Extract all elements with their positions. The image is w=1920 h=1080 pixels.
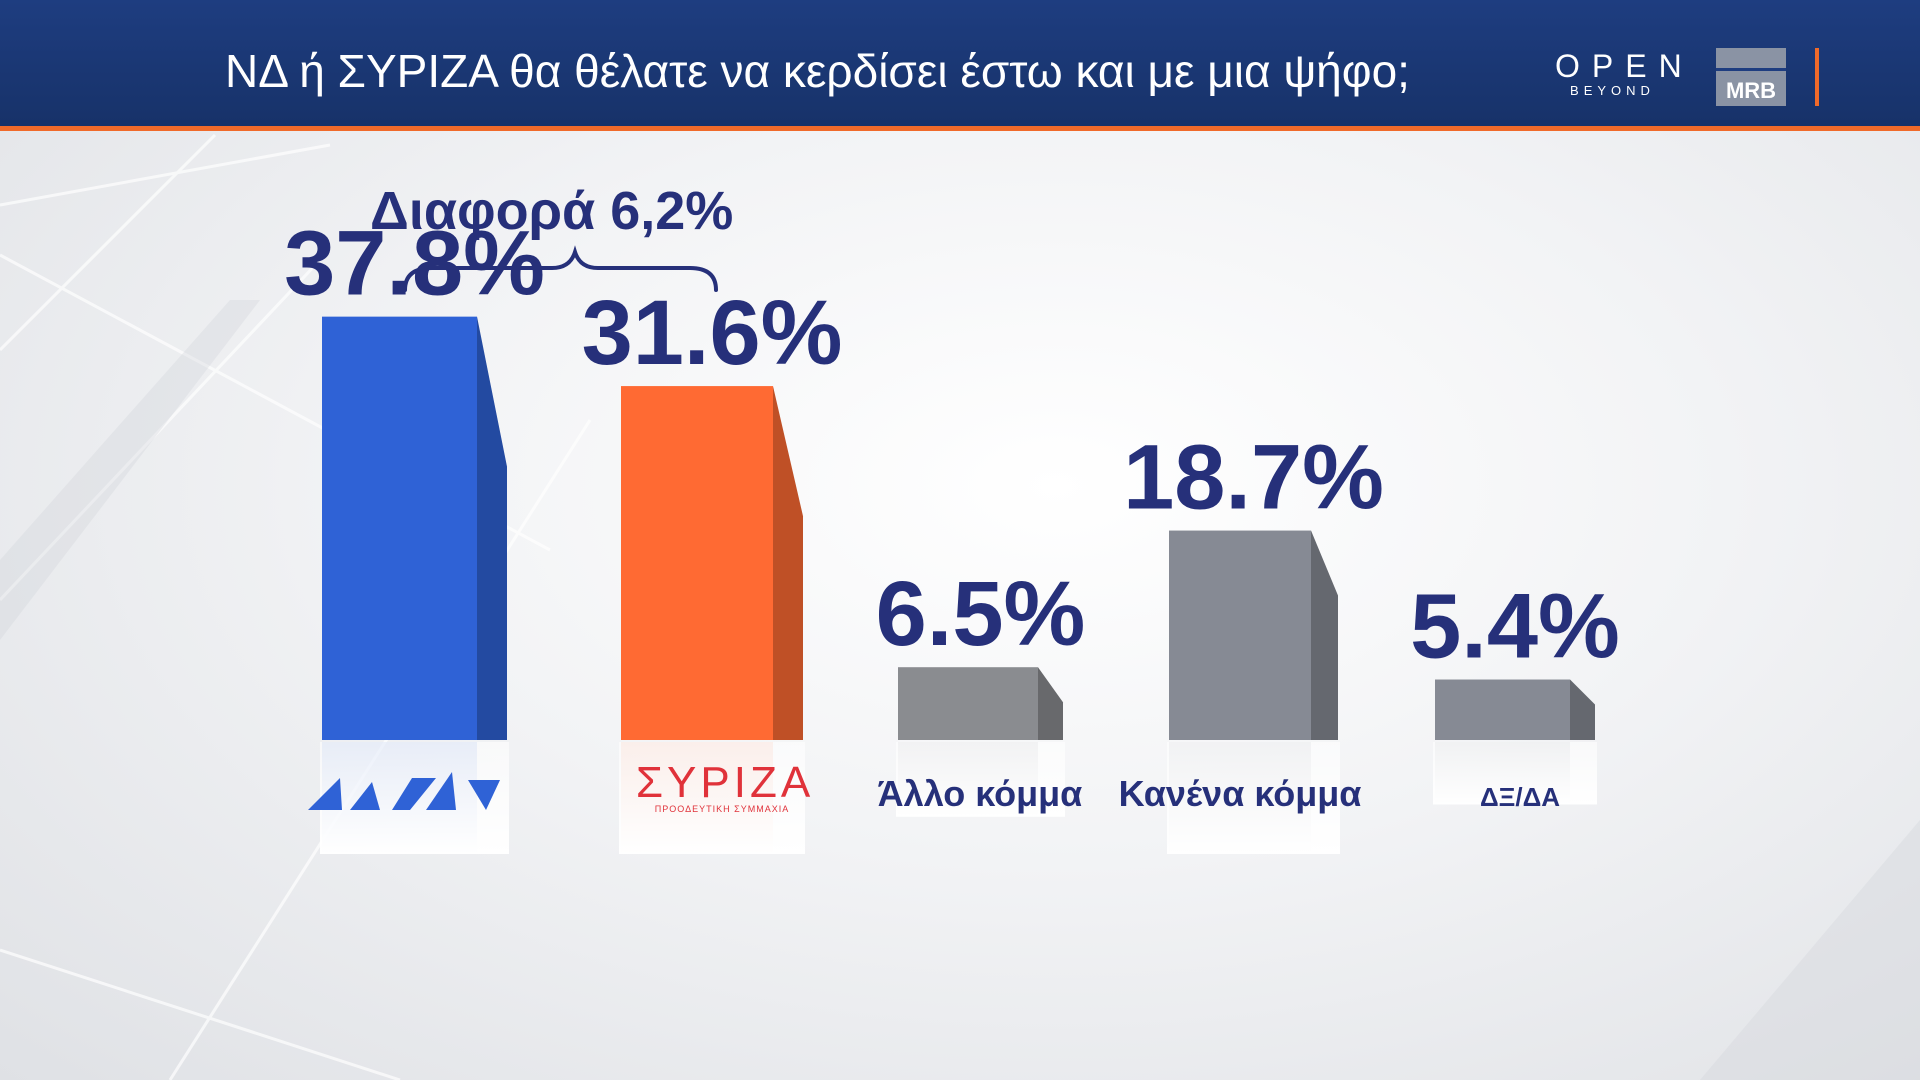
open-beyond-logo: OPEN BEYOND — [1543, 48, 1694, 100]
data-label: 6.5% — [876, 563, 1086, 665]
bar-side — [1311, 530, 1338, 740]
beyond-logo-text: BEYOND — [1570, 83, 1655, 98]
reflection-fade — [619, 742, 805, 854]
bar-group: 18.7% Κανένα κόμμα — [1119, 427, 1384, 854]
nd-logo-shape — [426, 772, 456, 810]
category-label: ΔΞ/ΔΑ — [1480, 782, 1560, 812]
bar — [898, 667, 1038, 740]
category-label: Κανένα κόμμα — [1119, 773, 1362, 814]
header-bar: ΝΔ ή ΣΥΡΙΖΑ θα θέλατε να κερδίσει έστω κ… — [0, 0, 1920, 131]
reflection-fade — [1167, 742, 1340, 854]
nd-logo-shape — [468, 780, 500, 810]
bar — [1169, 530, 1311, 740]
bar — [1435, 679, 1570, 740]
bar-side — [1570, 679, 1595, 740]
bar-side — [773, 386, 803, 740]
reflection-fade — [896, 742, 1065, 817]
reflection-fade — [1433, 742, 1597, 805]
bar-group: 31.6% — [582, 282, 843, 854]
data-label: 18.7% — [1123, 427, 1384, 529]
bar-side — [477, 316, 507, 740]
bar — [621, 386, 773, 740]
bar-group: 37.8% — [284, 213, 545, 854]
mrb-logo-text: MRB — [1725, 78, 1777, 103]
syriza-logo-subtitle: ΠΡΟΟΔΕΥΤΙΚΗ ΣΥΜΜΑΧΙΑ — [655, 804, 789, 814]
nd-logo-shape — [350, 782, 380, 810]
page-title: ΝΔ ή ΣΥΡΙΖΑ θα θέλατε να κερδίσει έστω κ… — [225, 45, 1410, 97]
data-label: 31.6% — [582, 282, 843, 384]
data-label: 5.4% — [1410, 576, 1620, 678]
open-logo-text: OPEN — [1555, 48, 1694, 84]
bar-group: 6.5% Άλλο κόμμα — [876, 563, 1086, 817]
data-label: 37.8% — [284, 213, 545, 315]
bar-group: 5.4% ΔΞ/ΔΑ — [1410, 576, 1620, 812]
bar — [322, 316, 477, 740]
difference-brace — [403, 245, 718, 292]
nd-logo-shape — [392, 778, 436, 810]
category-label: Άλλο κόμμα — [878, 773, 1083, 814]
nd-logo — [308, 772, 500, 810]
difference-label: Διαφορά 6,2% — [370, 181, 734, 241]
header-divider — [1815, 48, 1819, 106]
nd-logo-shape — [308, 778, 342, 810]
syriza-logo: ΣΥΡΙΖΑ — [636, 758, 814, 807]
mrb-logo-band — [1716, 68, 1786, 71]
bar-side — [1038, 667, 1063, 740]
mrb-logo: MRB — [1716, 48, 1786, 106]
